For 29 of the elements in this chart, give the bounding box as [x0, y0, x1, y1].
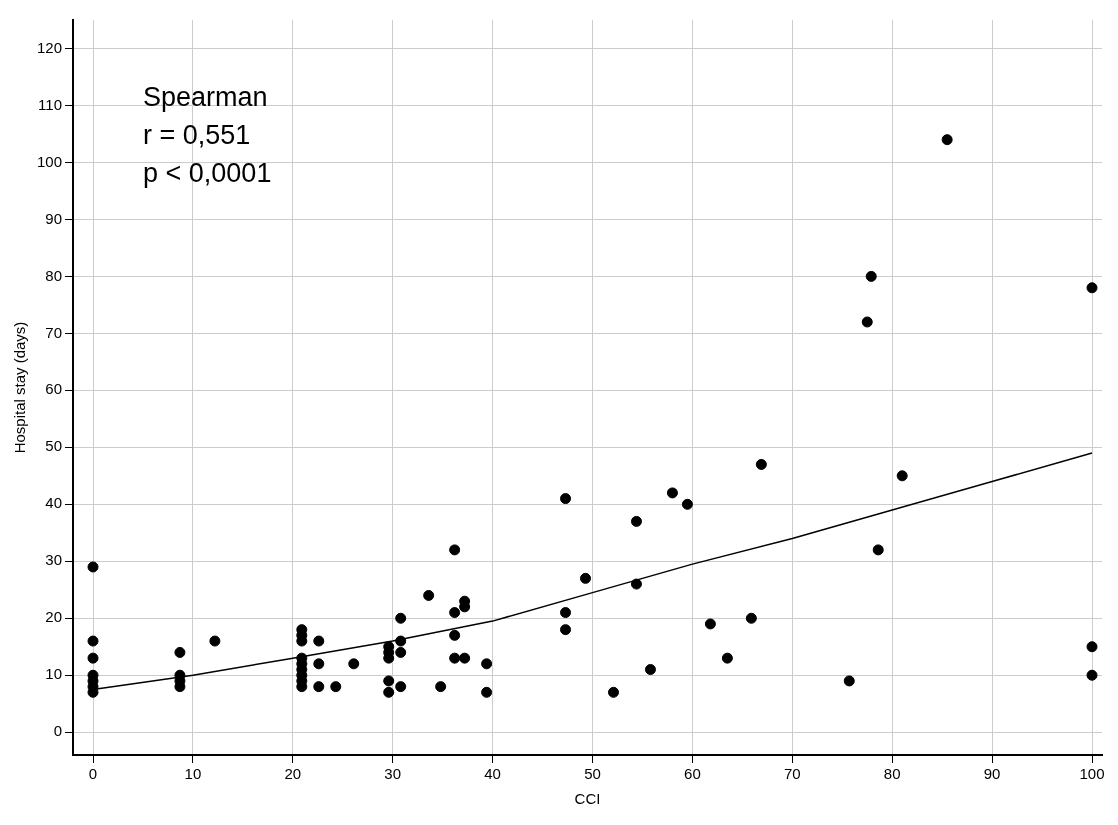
- y-tick-label: 30: [45, 551, 63, 569]
- y-tick-label: 60: [45, 380, 63, 398]
- y-tick-label: 100: [37, 152, 63, 170]
- x-tick-label: 90: [983, 765, 1001, 783]
- y-tick-label: 50: [45, 437, 63, 455]
- x-tick-label: 0: [88, 765, 98, 783]
- x-tick-label: 100: [1079, 765, 1105, 783]
- y-tick-label: 10: [45, 665, 63, 683]
- x-axis-title: CCI: [574, 790, 601, 808]
- x-tick-label: 40: [484, 765, 501, 783]
- x-tick-label: 50: [584, 765, 601, 783]
- annotation: r = 0,551: [143, 119, 251, 150]
- y-tick-label: 40: [45, 494, 63, 512]
- annotation: p < 0,0001: [143, 157, 272, 188]
- y-tick-label: 90: [45, 209, 63, 227]
- x-tick-label: 10: [184, 765, 202, 783]
- y-tick-label: 110: [38, 95, 63, 113]
- x-tick-label: 60: [684, 765, 701, 783]
- x-tick-label: 20: [284, 765, 302, 783]
- y-tick-label: 120: [37, 38, 63, 56]
- x-tick-label: 80: [883, 765, 901, 783]
- x-tick-label: 30: [384, 765, 402, 783]
- y-tick-label: 80: [45, 266, 63, 284]
- y-tick-label: 0: [53, 722, 63, 740]
- annotation: Spearman: [143, 81, 268, 112]
- y-tick-label: 20: [45, 608, 63, 626]
- y-axis-title: Hospital stay (days): [11, 321, 29, 454]
- x-tick-label: 70: [783, 765, 801, 783]
- y-tick-label: 70: [45, 323, 63, 341]
